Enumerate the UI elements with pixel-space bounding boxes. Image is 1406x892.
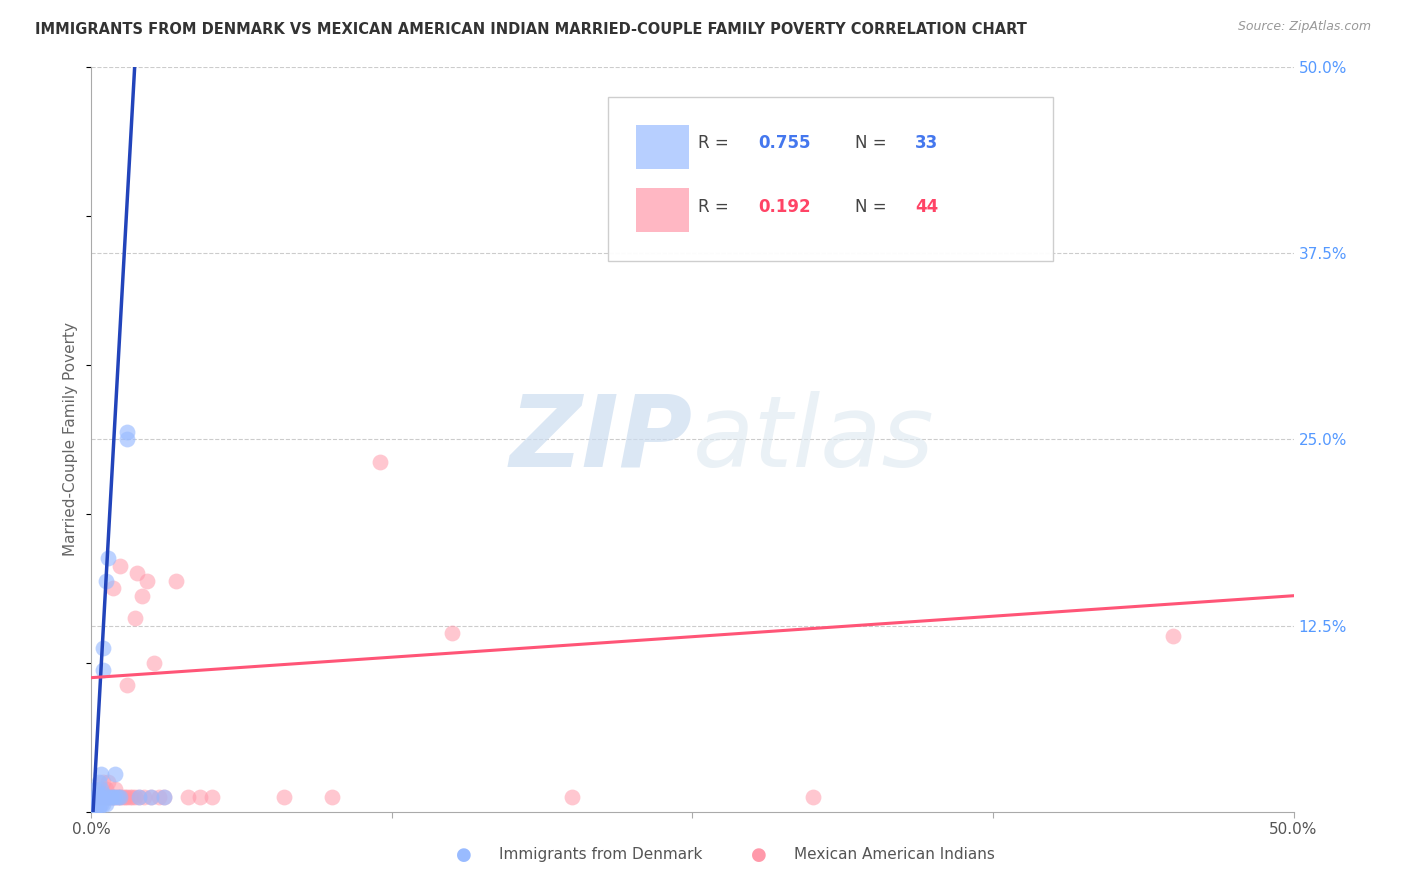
Point <box>118 789 141 804</box>
FancyBboxPatch shape <box>636 125 689 169</box>
Point <box>94 797 117 812</box>
Text: N =: N = <box>855 198 886 216</box>
Point <box>117 425 139 439</box>
Y-axis label: Married-Couple Family Poverty: Married-Couple Family Poverty <box>63 322 79 557</box>
Point <box>561 789 583 804</box>
Text: ZIP: ZIP <box>509 391 692 488</box>
Point <box>101 582 124 596</box>
Point <box>142 656 165 670</box>
Point <box>125 566 148 581</box>
Point <box>97 775 120 789</box>
Text: R =: R = <box>699 134 730 152</box>
Point <box>134 789 156 804</box>
Text: N =: N = <box>855 134 886 152</box>
Point <box>90 789 112 804</box>
Point <box>90 782 112 797</box>
Point <box>121 789 143 804</box>
Point <box>83 797 105 812</box>
Point <box>93 789 115 804</box>
Point <box>87 787 110 801</box>
Text: IMMIGRANTS FROM DENMARK VS MEXICAN AMERICAN INDIAN MARRIED-COUPLE FAMILY POVERTY: IMMIGRANTS FROM DENMARK VS MEXICAN AMERI… <box>35 22 1026 37</box>
Point <box>152 789 174 804</box>
Point <box>97 789 120 804</box>
Text: 0.755: 0.755 <box>759 134 811 152</box>
Point <box>107 789 129 804</box>
Point <box>87 800 110 814</box>
Point <box>110 789 132 804</box>
Point <box>93 663 115 677</box>
Text: 0.192: 0.192 <box>759 198 811 216</box>
Point <box>90 797 112 812</box>
Point <box>148 789 170 804</box>
Point <box>101 789 124 804</box>
Point <box>87 775 110 789</box>
Text: atlas: atlas <box>692 391 934 488</box>
Point <box>135 574 157 588</box>
Text: ●: ● <box>456 846 472 863</box>
Point <box>176 789 198 804</box>
Point <box>124 611 146 625</box>
Point <box>114 789 136 804</box>
Point <box>93 775 115 789</box>
Point <box>128 789 150 804</box>
Point <box>440 626 463 640</box>
Point <box>97 789 120 804</box>
Text: 33: 33 <box>915 134 938 152</box>
Point <box>84 800 107 814</box>
Point <box>93 787 115 801</box>
Point <box>104 767 127 781</box>
Point <box>104 782 127 797</box>
Text: ●: ● <box>751 846 768 863</box>
Point <box>84 794 107 808</box>
Point <box>201 789 224 804</box>
Point <box>111 789 134 804</box>
Point <box>93 640 115 655</box>
Point <box>321 789 343 804</box>
Point <box>100 789 122 804</box>
Point <box>117 433 139 447</box>
Point <box>87 789 110 804</box>
Point <box>1161 629 1184 643</box>
Point <box>101 789 124 804</box>
Text: R =: R = <box>699 198 730 216</box>
Point <box>83 802 105 816</box>
Point <box>165 574 187 588</box>
Text: Mexican American Indians: Mexican American Indians <box>794 847 995 862</box>
Point <box>110 558 132 573</box>
Point <box>100 789 122 804</box>
Point <box>117 678 139 692</box>
Point <box>801 789 824 804</box>
Point <box>188 789 211 804</box>
Text: Source: ZipAtlas.com: Source: ZipAtlas.com <box>1237 20 1371 33</box>
Point <box>84 789 107 804</box>
Point <box>152 789 174 804</box>
FancyBboxPatch shape <box>636 188 689 232</box>
Point <box>110 789 132 804</box>
Point <box>273 789 295 804</box>
Point <box>94 782 117 797</box>
Point <box>90 767 112 781</box>
Point <box>128 789 150 804</box>
Point <box>93 797 115 812</box>
FancyBboxPatch shape <box>609 96 1053 260</box>
Point <box>90 789 112 804</box>
Point <box>87 793 110 807</box>
Point <box>141 789 163 804</box>
Point <box>131 589 153 603</box>
Point <box>84 782 107 797</box>
Point <box>141 789 163 804</box>
Point <box>107 789 129 804</box>
Point <box>117 789 139 804</box>
Text: Immigrants from Denmark: Immigrants from Denmark <box>499 847 703 862</box>
Text: 44: 44 <box>915 198 938 216</box>
Point <box>97 551 120 566</box>
Point <box>368 455 391 469</box>
Point <box>104 789 127 804</box>
Point <box>104 789 127 804</box>
Point <box>94 574 117 588</box>
Point <box>94 789 117 804</box>
Point <box>124 789 146 804</box>
